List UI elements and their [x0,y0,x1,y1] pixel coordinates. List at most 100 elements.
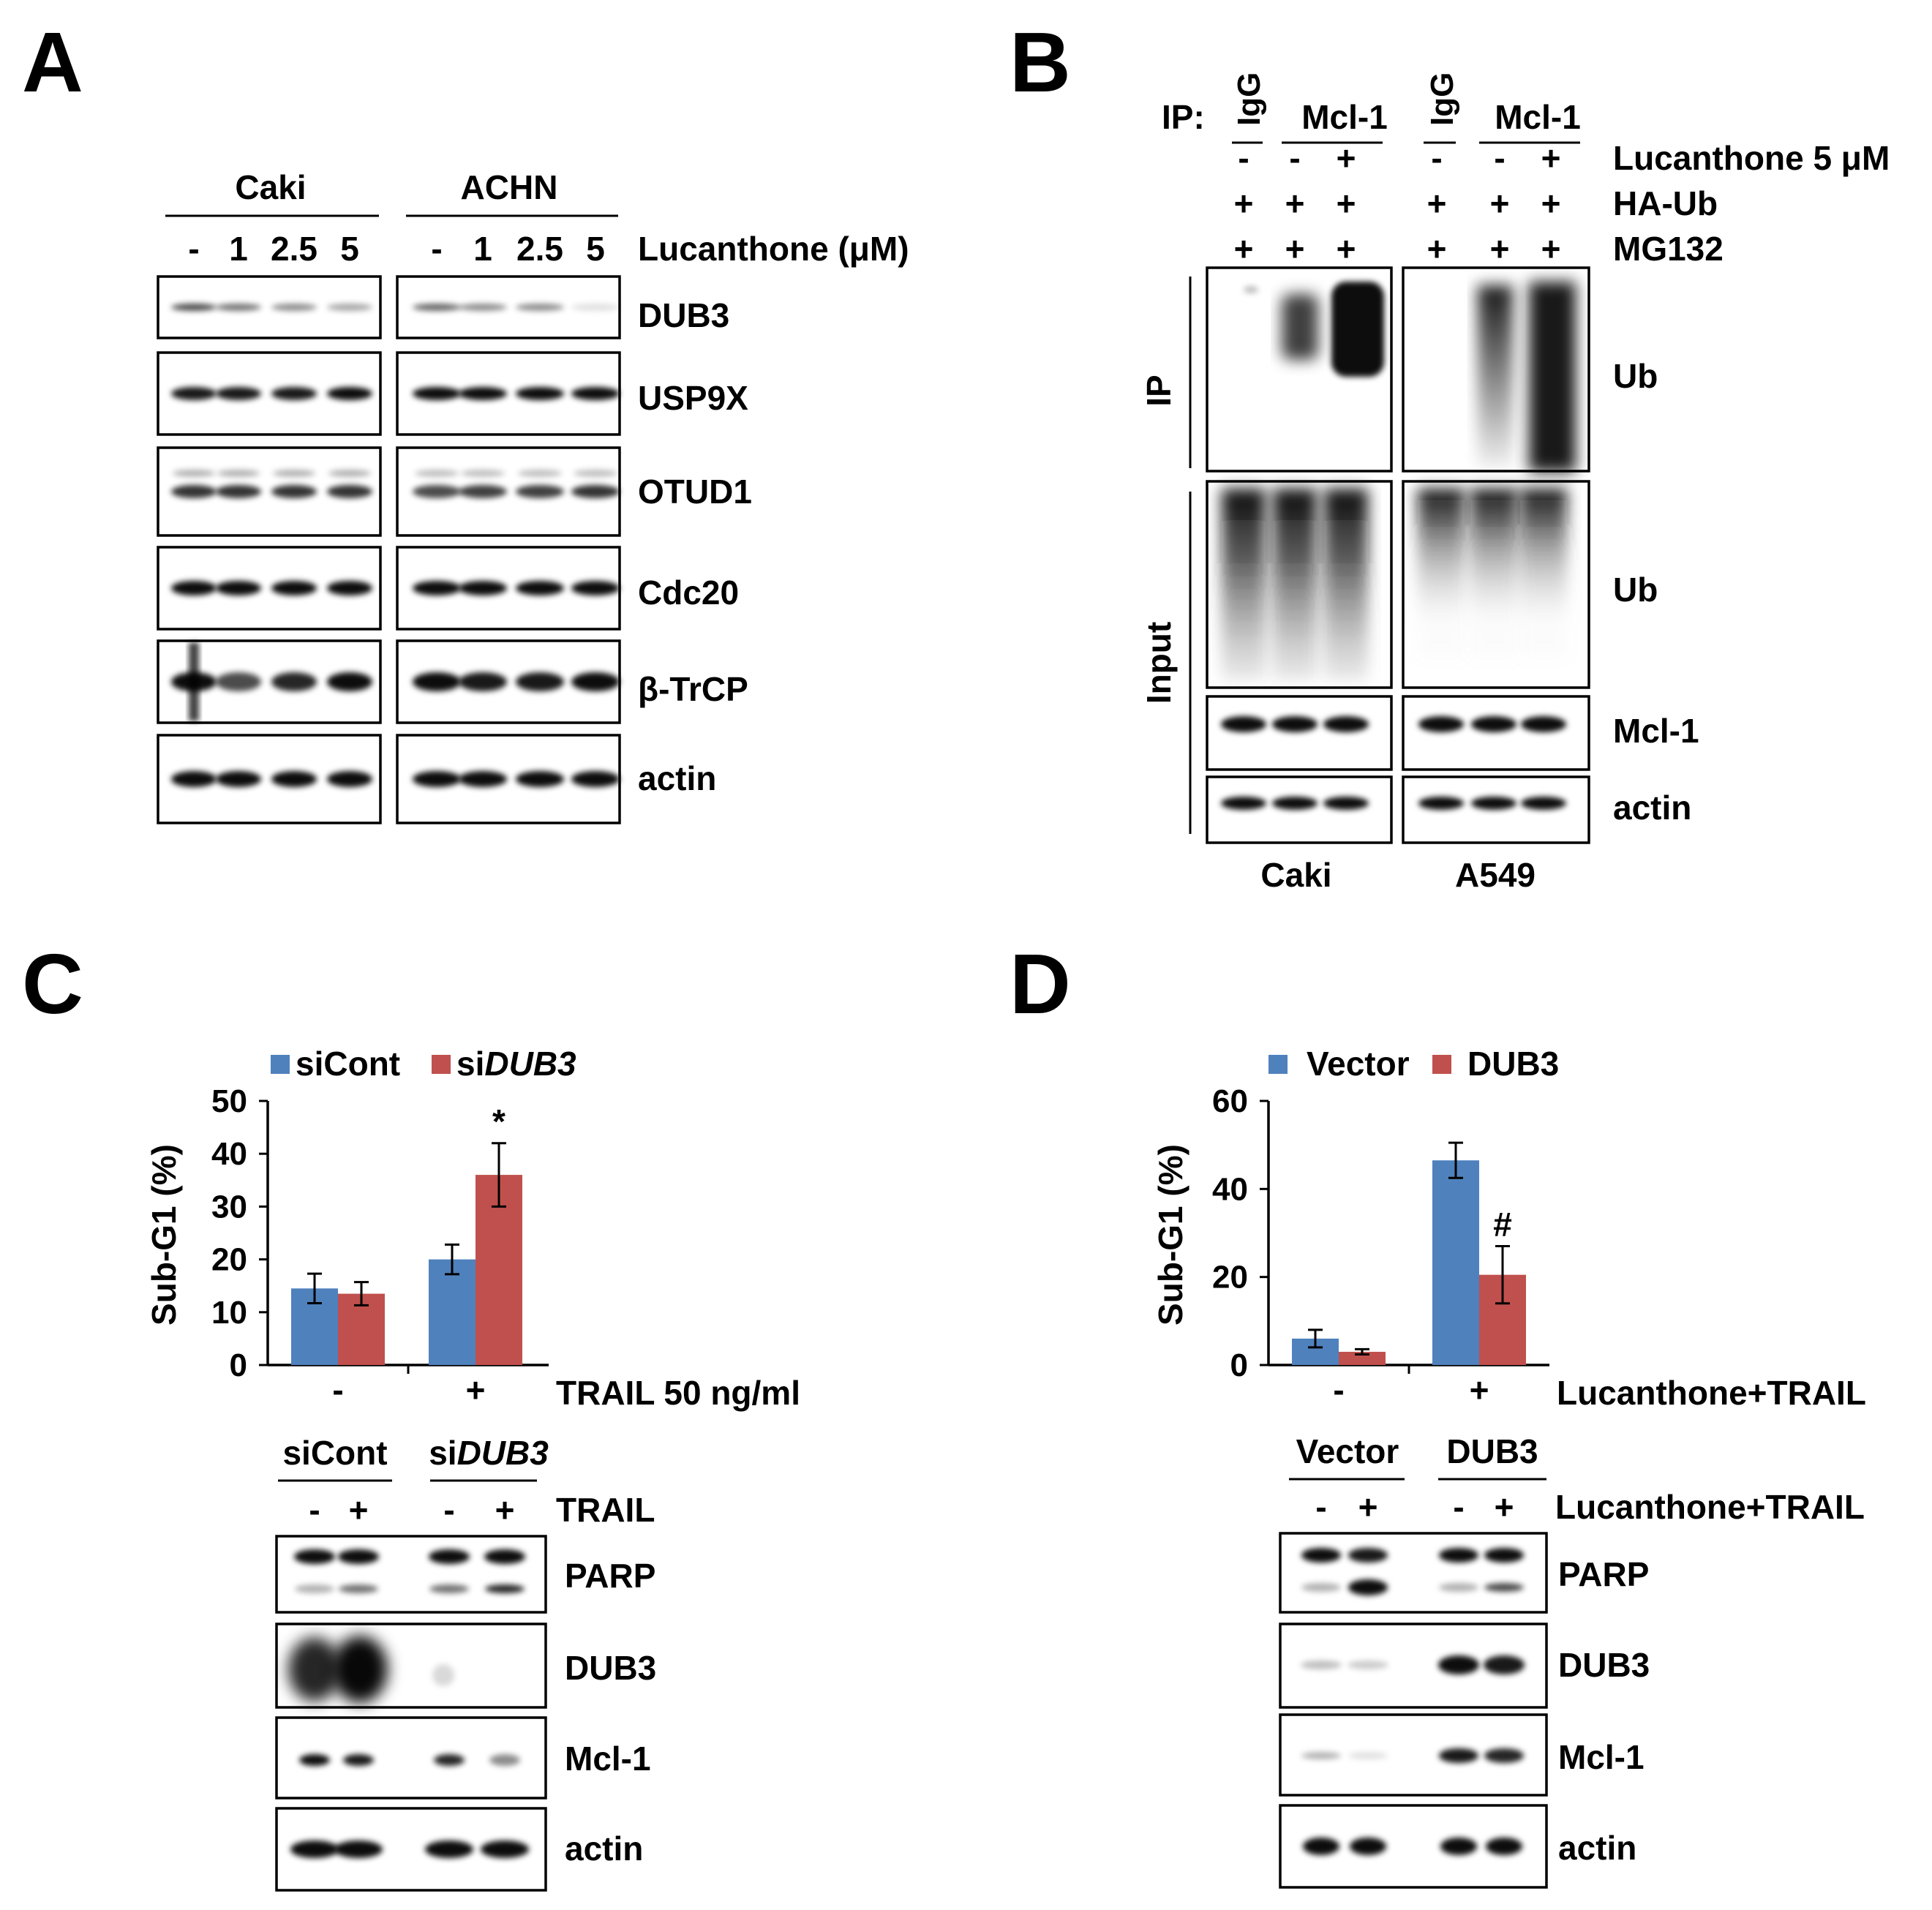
legend-swatch-sidub3 [432,1055,451,1074]
y-tick-label: 0 [230,1347,247,1383]
legend-label-dub3: DUB3 [1467,1045,1559,1083]
y-axis-label: Sub-G1 (%) [1151,1144,1189,1326]
blot-label-mcl1: Mcl-1 [565,1740,651,1778]
blot-band [1439,1583,1478,1592]
blot-frame [1206,775,1393,844]
y-tick-label: 10 [211,1295,247,1331]
blot-band [432,1664,454,1686]
blot-band [1323,797,1369,810]
legend-d: Vector DUB3 [1268,1045,1559,1083]
blot-band [413,304,461,311]
condition-name: MG132 [1613,230,1724,268]
blot-band [481,1841,529,1858]
blot-smear [1478,285,1513,468]
blot-band [413,387,461,400]
cell-label-caki: Caki [1260,856,1331,894]
x-tick-label: - [1333,1371,1344,1409]
blot-band [171,581,217,595]
blot-label-actin: actin [1613,789,1691,827]
blot-smear [1418,489,1465,657]
blot-band [461,470,505,477]
blot-band [1439,1748,1478,1763]
blot-band [571,771,620,787]
blot-band [413,771,461,787]
lane-label: - [431,230,442,268]
y-tick-label: 60 [1212,1083,1248,1119]
blot-band [516,485,564,498]
blot-band [295,1584,334,1593]
blot-band [216,485,261,498]
blot-band [459,304,507,311]
blot-band [1323,716,1369,732]
blot-band [1439,1548,1478,1563]
blot-band [1221,797,1266,810]
blot-group-sidub3: siDUB3 [429,1434,549,1472]
blot-band [1418,716,1464,732]
panel-label-a: A [22,15,83,110]
lane-label: + [1495,1488,1514,1526]
lane-label: - [309,1491,320,1529]
blot-group-vector: Vector [1296,1432,1399,1470]
blot-band [413,581,461,595]
blot-label-actin: actin [638,759,716,797]
blots-b [1206,266,1590,844]
panel-label-c: C [22,936,83,1031]
blot-band [413,672,461,691]
legend-swatch-dub3 [1432,1055,1451,1074]
blot-band [271,581,317,595]
panel-b: IP: IgG Mcl-1 IgG Mcl-1 - - + - - ++ + + + + ++ + + +… [1140,72,1890,894]
blot-band [571,304,620,311]
blot-band [1348,1752,1388,1759]
lane-label: 2.5 [271,230,317,268]
lane-label: 5 [586,230,605,268]
condition-mark: + [1285,184,1305,222]
blot-band [327,485,372,498]
legend-label-sicont: siCont [296,1045,400,1083]
blot-band [1348,1548,1388,1563]
blot-band [516,387,564,400]
lane-label: 5 [340,230,359,268]
blot-band [1301,1548,1341,1563]
condition-mark: + [1337,184,1356,222]
condition-mark: + [1337,139,1356,177]
condition-mark: + [1285,230,1305,268]
y-tick-label: 50 [211,1083,247,1119]
blot-band [339,1584,378,1593]
blot-band [216,387,261,400]
blot-band [1471,797,1516,810]
x-tick-label: + [466,1371,486,1409]
blots-c [275,1535,547,1892]
blot-band [434,1754,465,1766]
cell-label-a549: A549 [1455,856,1536,894]
legend-label-sidub3: siDUB3 [456,1045,576,1083]
blot-band [171,304,217,311]
blot-band [271,304,317,311]
blot-band [1301,1661,1342,1669]
y-tick-label: 20 [211,1242,247,1278]
blot-band [1418,797,1464,810]
blot-band [459,485,507,498]
blot-group-sicont: siCont [282,1434,387,1472]
blot-band [571,485,620,498]
panel-label-d: D [1010,936,1071,1031]
blot-band [327,387,372,400]
blot-band [489,1754,520,1766]
panel-label-b: B [1010,15,1071,110]
lane-label: 2.5 [516,230,563,268]
condition-name: HA-Ub [1613,184,1718,222]
blot-smear [1470,489,1517,657]
blot-band [327,771,372,787]
blot-band [171,771,217,787]
blot-frame [275,1535,547,1614]
blot-frame [1402,775,1590,844]
y-tick-label: 40 [211,1136,247,1172]
condition-mark: + [1234,230,1254,268]
blot-band [1471,716,1516,732]
blot-band [1484,1583,1524,1592]
blot-band [484,1549,525,1564]
blot-band [1521,797,1566,810]
lane-label: - [443,1491,454,1529]
y-tick-label: 0 [1230,1347,1248,1383]
group-label-caki: Caki [235,168,306,206]
